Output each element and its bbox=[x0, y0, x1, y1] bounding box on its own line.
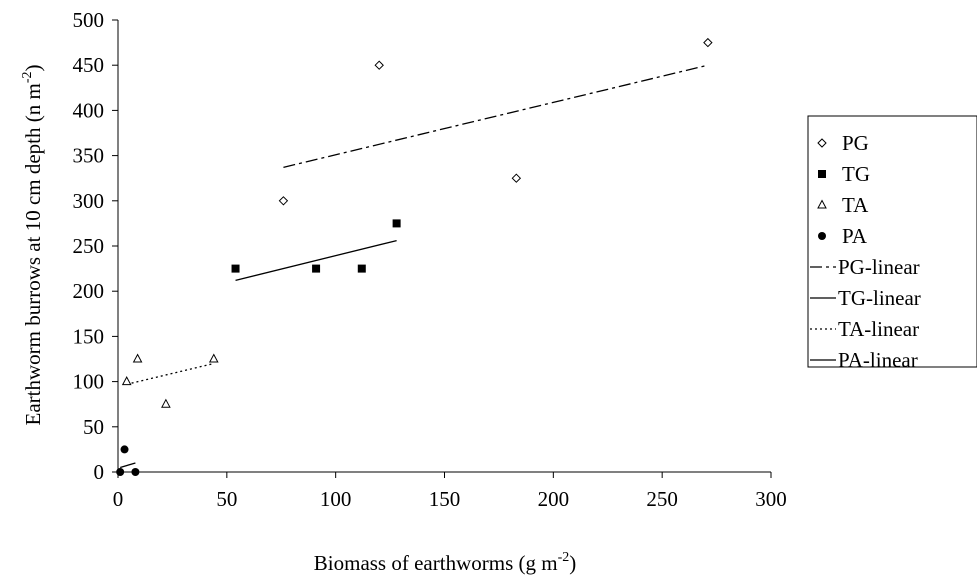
legend-label-ta: TA bbox=[842, 193, 869, 217]
y-axis-label: Earthworm burrows at 10 cm depth (n m-2) bbox=[20, 64, 45, 425]
tg-linear-trendline bbox=[235, 239, 397, 281]
ta-data-point bbox=[208, 353, 219, 363]
legend-marker-pa bbox=[818, 232, 826, 240]
y-axis-label-superscript: -2 bbox=[20, 71, 35, 83]
x-axis-label: Biomass of earthworms (g m-2) bbox=[314, 550, 576, 575]
y-tick-label: 100 bbox=[73, 370, 105, 394]
tg-data-point bbox=[392, 219, 401, 228]
x-tick-label: 250 bbox=[646, 487, 678, 511]
y-tick-label: 400 bbox=[73, 98, 105, 122]
pa-data-point bbox=[120, 445, 129, 454]
x-tick-labels: 0 50 100 150 200 250 300 bbox=[113, 487, 787, 511]
y-tick-label: 0 bbox=[94, 460, 105, 484]
data-points bbox=[116, 37, 713, 476]
ta-data-point bbox=[132, 353, 143, 363]
x-tick-label: 50 bbox=[216, 487, 237, 511]
pa-linear-trendline bbox=[119, 462, 136, 469]
legend-marker-ta bbox=[817, 199, 827, 209]
legend-label-pa-linear: PA-linear bbox=[838, 348, 918, 372]
legend-label-pg: PG bbox=[842, 131, 869, 155]
pg-linear-trendline bbox=[283, 64, 709, 168]
y-tick-label: 250 bbox=[73, 234, 105, 258]
ta-data-point bbox=[161, 398, 171, 408]
x-axis-label-text: Biomass of earthworms (g m bbox=[314, 551, 558, 575]
x-tick-label: 0 bbox=[113, 487, 124, 511]
tg-data-point bbox=[312, 264, 321, 273]
y-tick-labels: 0 50 100 150 200 250 300 350 400 450 500 bbox=[73, 8, 105, 484]
trendlines bbox=[119, 64, 709, 469]
y-axis-label-tail: ) bbox=[21, 64, 45, 71]
pg-data-point bbox=[278, 196, 289, 206]
pg-data-point bbox=[374, 60, 384, 70]
y-tick-label: 200 bbox=[73, 279, 105, 303]
ta-data-point bbox=[121, 376, 132, 386]
legend-marker-pg bbox=[817, 138, 827, 148]
y-axis-label-text: Earthworm burrows at 10 cm depth (n m bbox=[21, 83, 45, 425]
y-tick-label: 300 bbox=[73, 189, 105, 213]
y-tick-label: 150 bbox=[73, 324, 105, 348]
pg-data-point bbox=[511, 173, 522, 183]
y-tick-label: 50 bbox=[83, 415, 104, 439]
y-tick-label: 350 bbox=[73, 144, 105, 168]
x-tick-label: 200 bbox=[538, 487, 570, 511]
tg-data-point bbox=[357, 264, 366, 273]
legend-marker-tg bbox=[818, 170, 826, 178]
legend-label-pa: PA bbox=[842, 224, 868, 248]
legend-label-ta-linear: TA-linear bbox=[838, 317, 919, 341]
y-tick-label: 500 bbox=[73, 8, 105, 32]
x-axis-label-superscript: -2 bbox=[558, 550, 570, 565]
x-tick-label: 150 bbox=[429, 487, 461, 511]
pa-data-point bbox=[116, 468, 125, 476]
axes bbox=[112, 19, 772, 478]
x-tick-label: 300 bbox=[755, 487, 787, 511]
legend: PG TG TA PA PG-linear TG-linear TA-linear PA-li… bbox=[807, 115, 977, 372]
ta-linear-trendline bbox=[126, 362, 214, 385]
pa-data-point bbox=[131, 468, 140, 476]
x-tick-label: 100 bbox=[320, 487, 352, 511]
legend-label-tg-linear: TG-linear bbox=[838, 286, 921, 310]
x-axis-label-tail: ) bbox=[569, 551, 576, 575]
y-tick-label: 450 bbox=[73, 53, 105, 77]
legend-box bbox=[807, 115, 977, 368]
legend-label-pg-linear: PG-linear bbox=[838, 255, 920, 279]
legend-label-tg: TG bbox=[842, 162, 870, 186]
pg-data-point bbox=[703, 37, 713, 48]
tg-data-point bbox=[231, 264, 240, 273]
